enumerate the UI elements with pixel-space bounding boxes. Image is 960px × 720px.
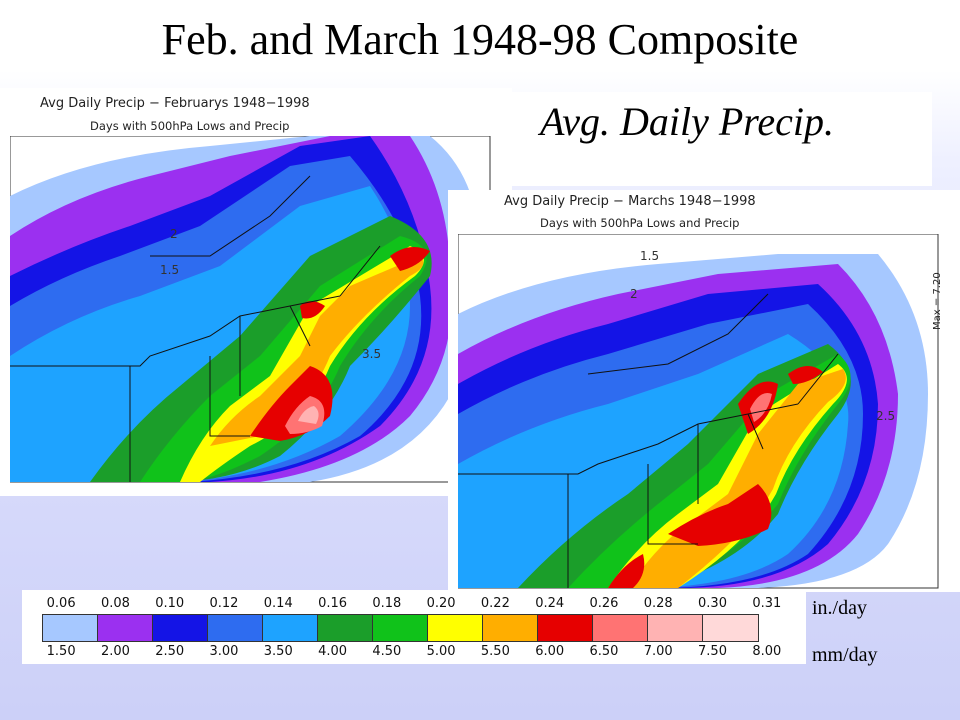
legend-color-bar <box>42 614 759 642</box>
feb-contour-label: 1.5 <box>160 263 179 277</box>
legend-swatch <box>428 615 483 641</box>
feb-contour-label: 2 <box>170 227 178 241</box>
legend-inch-value: 0.26 <box>589 596 619 611</box>
legend-mm-value: 6.50 <box>589 644 619 659</box>
legend-mm-value: 8.00 <box>752 644 782 659</box>
legend-mm-value: 7.50 <box>698 644 727 659</box>
legend-inch-value: 0.30 <box>698 596 727 611</box>
legend-inch-value: 0.08 <box>100 596 130 611</box>
mar-contour-label: 1.5 <box>640 249 659 263</box>
legend-inch-value: 0.14 <box>263 596 293 611</box>
legend-swatch <box>483 615 538 641</box>
legend-mm-value: 5.00 <box>426 644 456 659</box>
feb-contour-5.5 <box>210 256 424 446</box>
legend-swatch <box>373 615 428 641</box>
legend-swatch <box>318 615 373 641</box>
legend-mm-value: 2.00 <box>100 644 130 659</box>
mar-state-borders <box>458 293 839 588</box>
march-precip-map: 1.5 2 2.5 <box>458 234 939 589</box>
legend-inch-value: 0.22 <box>480 596 510 611</box>
legend-mm-value: 6.00 <box>535 644 565 659</box>
legend-inch-values: 0.06 0.08 0.10 0.12 0.14 0.16 0.18 0.20 … <box>34 596 794 611</box>
legend-swatch <box>593 615 648 641</box>
feb-contour-label: 3.5 <box>362 347 381 361</box>
legend-swatch <box>153 615 208 641</box>
legend-inch-value: 0.16 <box>318 596 348 611</box>
mar-contour-6.0-south <box>608 554 645 588</box>
feb-max-ne <box>390 247 430 271</box>
march-max-label: Max = 7.20 <box>932 272 943 330</box>
legend-inch-value: 0.18 <box>372 596 402 611</box>
march-map-subtitle: Days with 500hPa Lows and Precip <box>540 216 740 230</box>
legend-inch-value: 0.24 <box>535 596 565 611</box>
legend-mm-value: 4.00 <box>318 644 348 659</box>
mar-contour-label: 2.5 <box>876 409 895 423</box>
february-map-panel: Avg Daily Precip − Februarys 1948−1998 D… <box>0 88 512 496</box>
february-map-subtitle: Days with 500hPa Lows and Precip <box>90 119 290 133</box>
mar-contour-label: 2 <box>630 287 638 301</box>
color-legend: 0.06 0.08 0.10 0.12 0.14 0.16 0.18 0.20 … <box>22 590 806 664</box>
legend-mm-value: 1.50 <box>46 644 76 659</box>
legend-mm-value: 3.00 <box>209 644 239 659</box>
legend-inch-value: 0.06 <box>46 596 76 611</box>
legend-inch-value: 0.20 <box>426 596 456 611</box>
legend-swatch <box>538 615 593 641</box>
mar-max-me <box>788 365 823 384</box>
legend-mm-value: 2.50 <box>155 644 185 659</box>
feb-max-nj <box>300 301 325 319</box>
legend-mm-value: 7.00 <box>643 644 673 659</box>
feb-contour-7.0 <box>298 406 319 424</box>
legend-mm-values: 1.50 2.00 2.50 3.00 3.50 4.00 4.50 5.00 … <box>34 644 794 659</box>
legend-swatch <box>648 615 703 641</box>
subtitle: Avg. Daily Precip. <box>512 92 932 186</box>
legend-swatch <box>263 615 318 641</box>
legend-inch-value: 0.12 <box>209 596 239 611</box>
main-title: Feb. and March 1948-98 Composite <box>161 15 799 64</box>
unit-mm-per-day: mm/day <box>812 644 878 666</box>
unit-inches-per-day: in./day <box>812 597 867 619</box>
february-map-title: Avg Daily Precip − Februarys 1948−1998 <box>40 96 310 111</box>
mar-contour-6.5 <box>750 393 772 422</box>
legend-swatch <box>703 615 758 641</box>
february-precip-map: 1.5 2 3.5 <box>10 136 491 483</box>
march-map-panel: Avg Daily Precip − Marchs 1948−1998 Days… <box>448 190 960 592</box>
march-map-title: Avg Daily Precip − Marchs 1948−1998 <box>504 194 756 209</box>
mar-contour-6.0 <box>668 484 772 546</box>
legend-mm-value: 4.50 <box>372 644 402 659</box>
legend-swatch <box>208 615 263 641</box>
legend-mm-value: 5.50 <box>480 644 510 659</box>
feb-state-borders <box>10 175 381 482</box>
legend-inch-value: 0.28 <box>643 596 673 611</box>
legend-mm-value: 3.50 <box>263 644 293 659</box>
legend-swatch <box>43 615 98 641</box>
legend-inch-value: 0.31 <box>752 596 782 611</box>
legend-inch-value: 0.10 <box>155 596 185 611</box>
legend-swatch <box>98 615 153 641</box>
